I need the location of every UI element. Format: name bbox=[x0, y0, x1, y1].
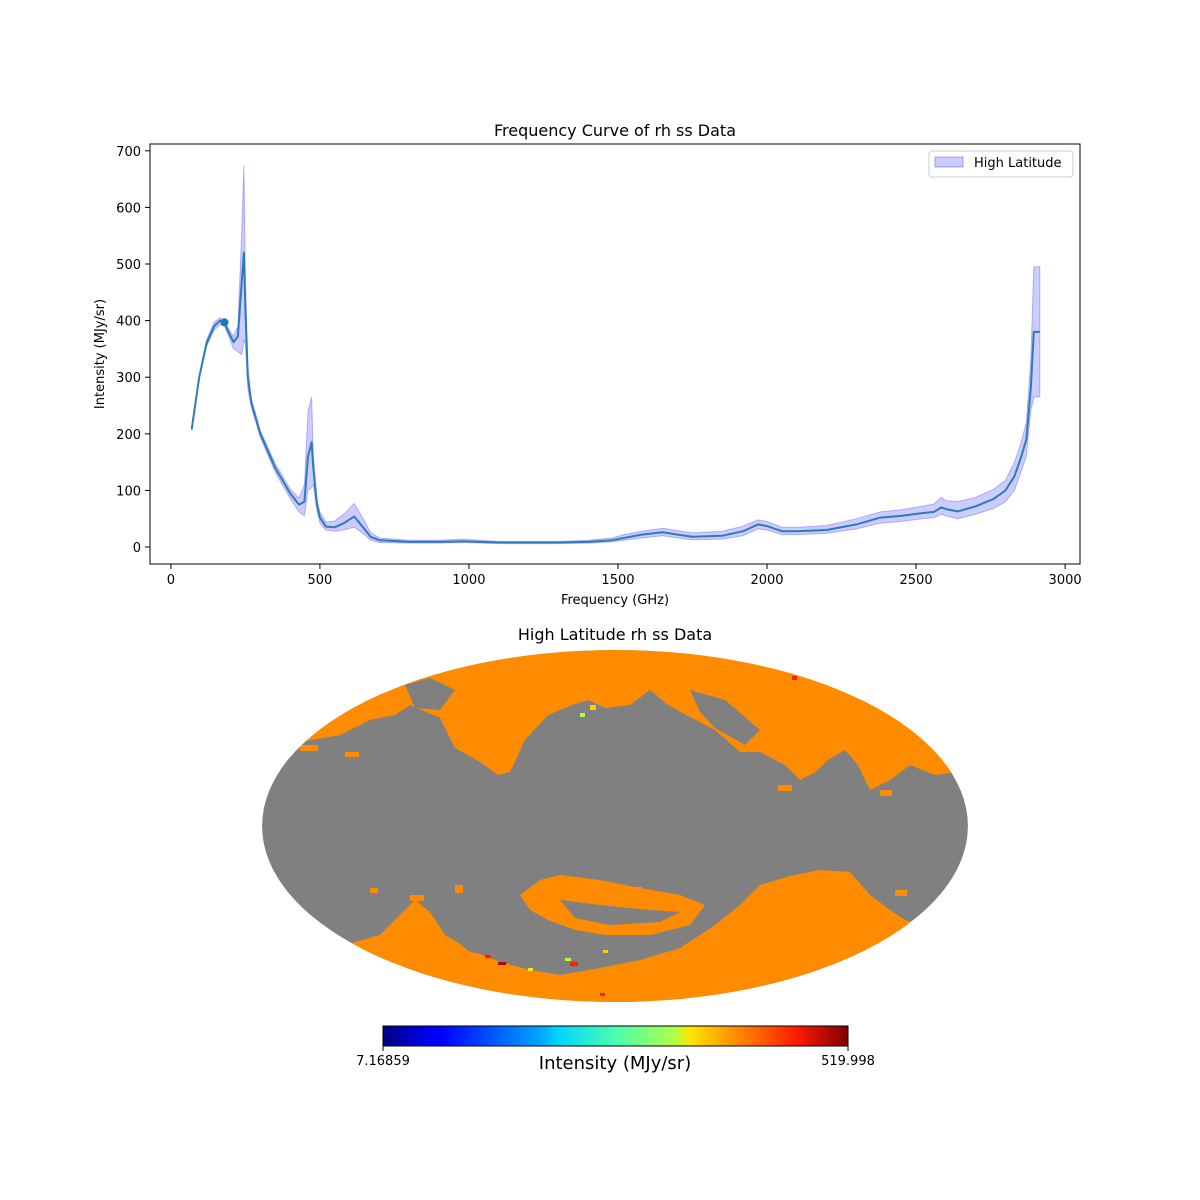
y-axis-label: Intensity (MJy/sr) bbox=[93, 299, 108, 409]
legend-frame bbox=[928, 150, 1074, 178]
south-gap-1 bbox=[560, 900, 680, 925]
north-gap-1 bbox=[405, 678, 455, 710]
mean-line bbox=[190, 251, 1040, 544]
colorbar-gradient bbox=[382, 1025, 849, 1047]
y-tick-label: 600 bbox=[116, 201, 141, 216]
colorbar-min-label: 7.16859 bbox=[356, 1054, 410, 1069]
plot-frame bbox=[149, 143, 1081, 565]
colorbar-title: Intensity (MJy/sr) bbox=[539, 1053, 691, 1074]
south-region bbox=[262, 870, 968, 1002]
y-tick-label: 300 bbox=[116, 371, 141, 386]
data-point-marker bbox=[220, 318, 229, 327]
y-tick-label: 100 bbox=[116, 484, 141, 499]
x-tick-label: 0 bbox=[167, 573, 175, 588]
x-axis-label: Frequency (GHz) bbox=[561, 593, 669, 608]
y-tick-label: 200 bbox=[116, 428, 141, 443]
chart-title: Frequency Curve of rh ss Data bbox=[494, 121, 736, 140]
x-tick-label: 2500 bbox=[900, 573, 933, 588]
colorbar-max-label: 519.998 bbox=[821, 1054, 875, 1069]
north-gap-2 bbox=[690, 690, 760, 745]
x-tick-label: 2000 bbox=[750, 573, 783, 588]
y-tick-label: 400 bbox=[116, 315, 141, 330]
colorbar: 7.16859 519.998 Intensity (MJy/sr) bbox=[356, 1025, 875, 1074]
legend: High Latitude bbox=[928, 150, 1074, 178]
map-title: High Latitude rh ss Data bbox=[518, 625, 712, 644]
y-tick-label: 700 bbox=[116, 145, 141, 160]
x-tick-label: 500 bbox=[307, 573, 332, 588]
confidence-band bbox=[191, 164, 1041, 545]
y-tick-label: 0 bbox=[133, 541, 141, 556]
line-chart: Frequency Curve of rh ss Data 0 500 1000 15… bbox=[93, 121, 1082, 608]
legend-swatch bbox=[934, 156, 964, 168]
x-tick-label: 3000 bbox=[1049, 573, 1082, 588]
y-tick-label: 500 bbox=[116, 258, 141, 273]
legend-label: High Latitude bbox=[974, 156, 1062, 171]
north-gap-3 bbox=[262, 740, 375, 770]
map-ellipse bbox=[262, 650, 968, 1002]
x-tick-label: 1000 bbox=[452, 573, 485, 588]
sky-map: High Latitude rh ss Data bbox=[262, 625, 968, 1074]
x-tick-label: 1500 bbox=[601, 573, 634, 588]
south-gap-2 bbox=[455, 940, 520, 958]
